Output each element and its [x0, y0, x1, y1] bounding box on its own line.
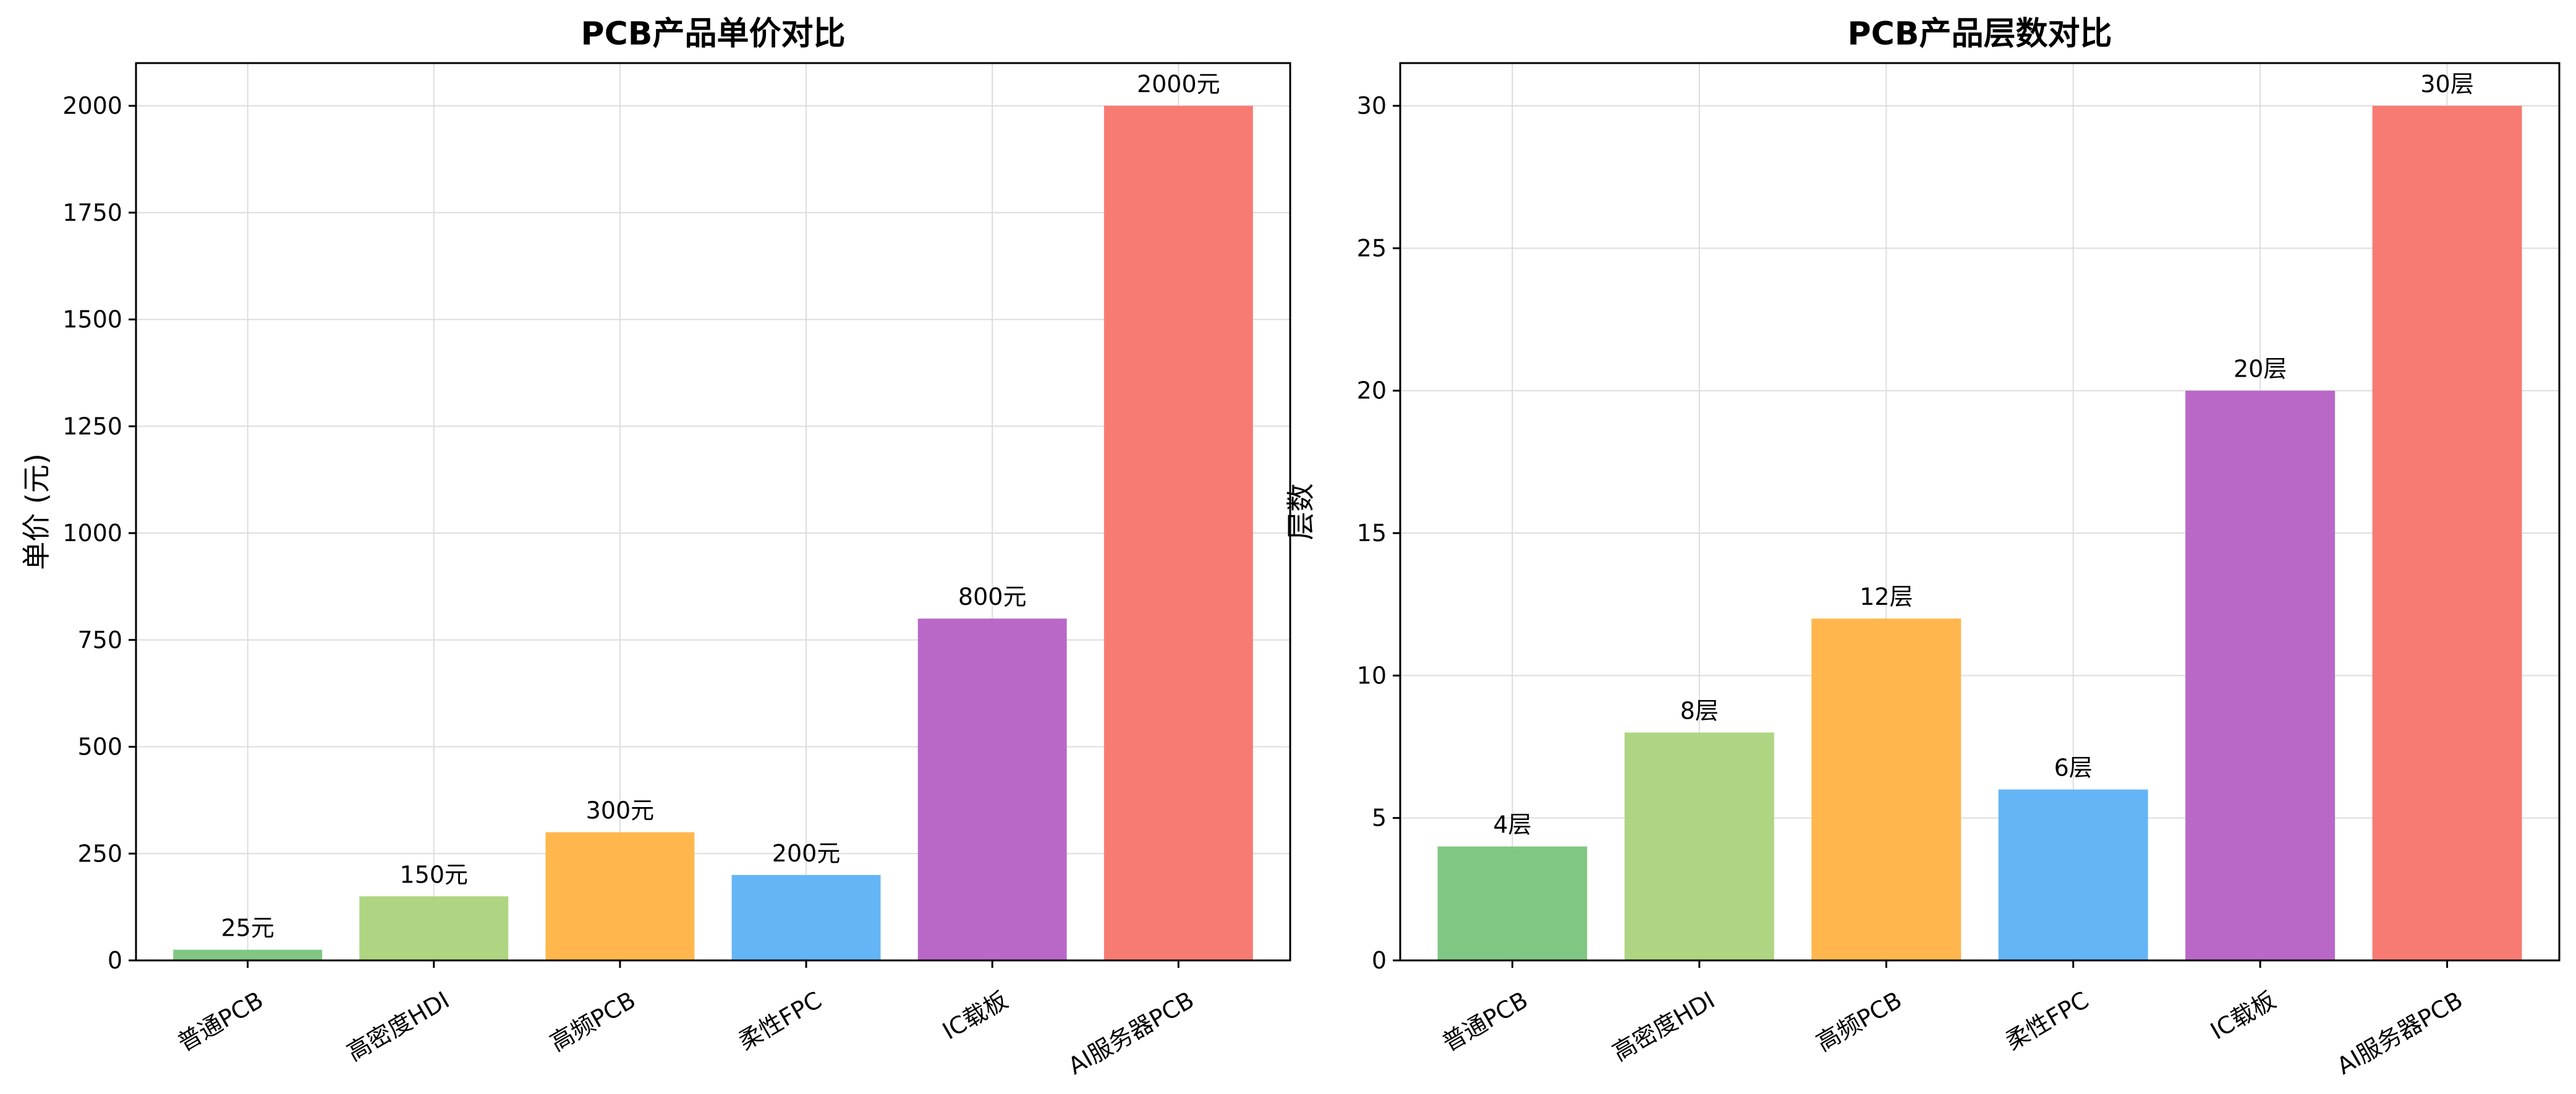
bar	[731, 874, 881, 960]
y-tick-label: 5	[1372, 805, 1387, 832]
bar	[1998, 789, 2148, 960]
y-axis-label: 单价 (元)	[20, 453, 53, 570]
y-tick-label: 1500	[62, 306, 122, 333]
y-tick-label: 30	[1357, 92, 1387, 119]
y-tick-label: 1000	[62, 519, 122, 547]
x-tick-label: IC载板	[2206, 986, 2281, 1045]
bar	[1103, 106, 1253, 961]
data-label: 4层	[1493, 811, 1531, 839]
y-tick-label: 0	[108, 947, 122, 974]
x-tick-label: 高频PCB	[545, 986, 640, 1057]
x-tick-label: 普通PCB	[173, 986, 268, 1057]
bar	[917, 618, 1067, 960]
x-tick-label: 柔性FPC	[734, 986, 827, 1056]
y-tick-label: 10	[1357, 662, 1387, 689]
x-tick-label: 高密度HDI	[342, 986, 454, 1067]
y-tick-label: 750	[77, 626, 122, 654]
data-label: 150元	[400, 861, 469, 888]
bar	[1624, 732, 1774, 960]
y-tick-label: 500	[77, 733, 122, 761]
data-label: 30层	[2420, 71, 2473, 98]
data-label: 20层	[2234, 356, 2287, 383]
bar	[2372, 106, 2522, 961]
data-label: 800元	[958, 583, 1027, 610]
y-tick-label: 0	[1372, 947, 1387, 974]
data-label: 300元	[586, 797, 655, 824]
y-tick-label: 1750	[62, 199, 122, 226]
x-tick-label: 高频PCB	[1812, 986, 1906, 1057]
x-tick-label: AI服务器PCB	[1063, 986, 1198, 1080]
y-tick-label: 250	[77, 840, 122, 867]
data-label: 8层	[1680, 697, 1719, 724]
x-tick-label: AI服务器PCB	[2332, 986, 2467, 1080]
data-label: 25元	[221, 915, 274, 942]
data-label: 12层	[1860, 583, 1913, 610]
axes-frame	[1399, 62, 2561, 962]
bar	[173, 949, 323, 960]
y-axis-label: 层数	[1284, 484, 1317, 541]
y-tick-label: 25	[1357, 234, 1387, 262]
x-tick-label: 柔性FPC	[2001, 986, 2094, 1056]
data-label: 2000元	[1137, 71, 1220, 98]
chart-title: PCB产品单价对比	[581, 15, 846, 53]
x-tick-label: IC载板	[938, 986, 1013, 1045]
bar	[2185, 390, 2336, 960]
y-tick-label: 15	[1357, 519, 1387, 547]
bar	[545, 832, 695, 960]
bar	[359, 896, 509, 960]
bar	[1437, 846, 1588, 960]
x-tick-label: 普通PCB	[1438, 986, 1532, 1057]
y-tick-label: 1250	[62, 412, 122, 440]
chart-unit-price: PCB产品单价对比 单价 (元) 0 250 500 750 1000 1250 1500 1…	[20, 15, 1291, 1080]
y-tick-label: 20	[1357, 377, 1387, 404]
y-tick-label: 2000	[62, 92, 122, 119]
data-label: 200元	[772, 840, 841, 867]
axes-frame	[135, 62, 1291, 962]
x-tick-label: 高密度HDI	[1608, 986, 1720, 1067]
bar	[1811, 618, 1962, 960]
chart-title: PCB产品层数对比	[1848, 15, 2112, 53]
data-label: 6层	[2054, 754, 2093, 782]
